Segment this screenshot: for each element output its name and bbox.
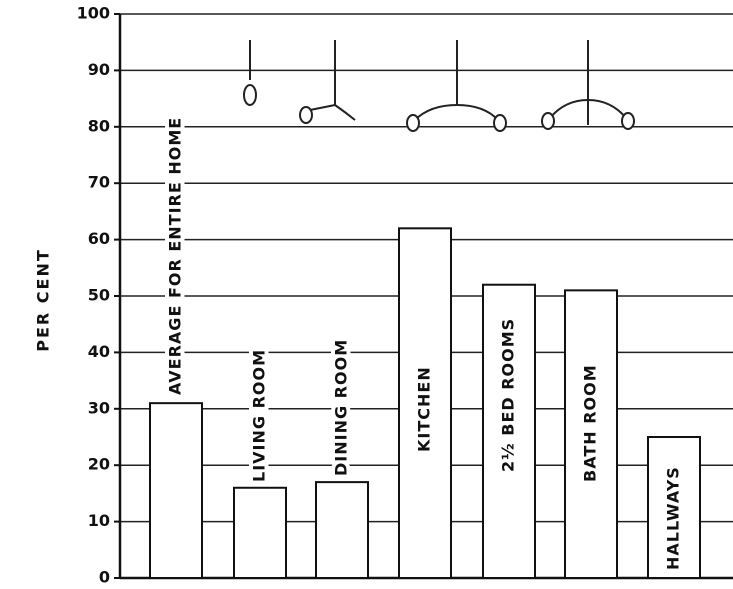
y-tick-label: 100 <box>77 4 110 23</box>
chart: PER CENT 0 10 20 30 40 50 60 70 80 90 100 AVERAGE F… <box>0 0 733 589</box>
category-label: BATH ROOM <box>581 364 600 482</box>
y-tick-label: 50 <box>88 286 110 305</box>
category-label: DINING ROOM <box>332 339 351 476</box>
fixtures <box>244 40 634 131</box>
y-tick-label: 90 <box>88 60 110 79</box>
y-tick-label: 30 <box>88 398 110 417</box>
y-tick-label: 70 <box>88 173 110 192</box>
y-tick-label: 10 <box>88 511 110 530</box>
bar <box>234 488 286 578</box>
category-label: HALLWAYS <box>664 466 683 570</box>
y-tick-label: 20 <box>88 455 110 474</box>
y-tick-label: 60 <box>88 229 110 248</box>
category-label: KITCHEN <box>415 366 434 452</box>
y-tick-label: 80 <box>88 116 110 135</box>
y-tick-label: 40 <box>88 342 110 361</box>
bar <box>316 482 368 578</box>
category-label: LIVING ROOM <box>250 349 269 482</box>
page: PER CENT 0 10 20 30 40 50 60 70 80 90 100 AVERAGE F… <box>0 0 733 589</box>
bar <box>150 403 202 578</box>
category-label: 2½ BED ROOMS <box>499 318 518 472</box>
y-tick-label: 0 <box>99 568 110 587</box>
y-axis-label: PER CENT <box>34 248 53 352</box>
category-label: AVERAGE FOR ENTIRE HOME <box>166 117 185 395</box>
